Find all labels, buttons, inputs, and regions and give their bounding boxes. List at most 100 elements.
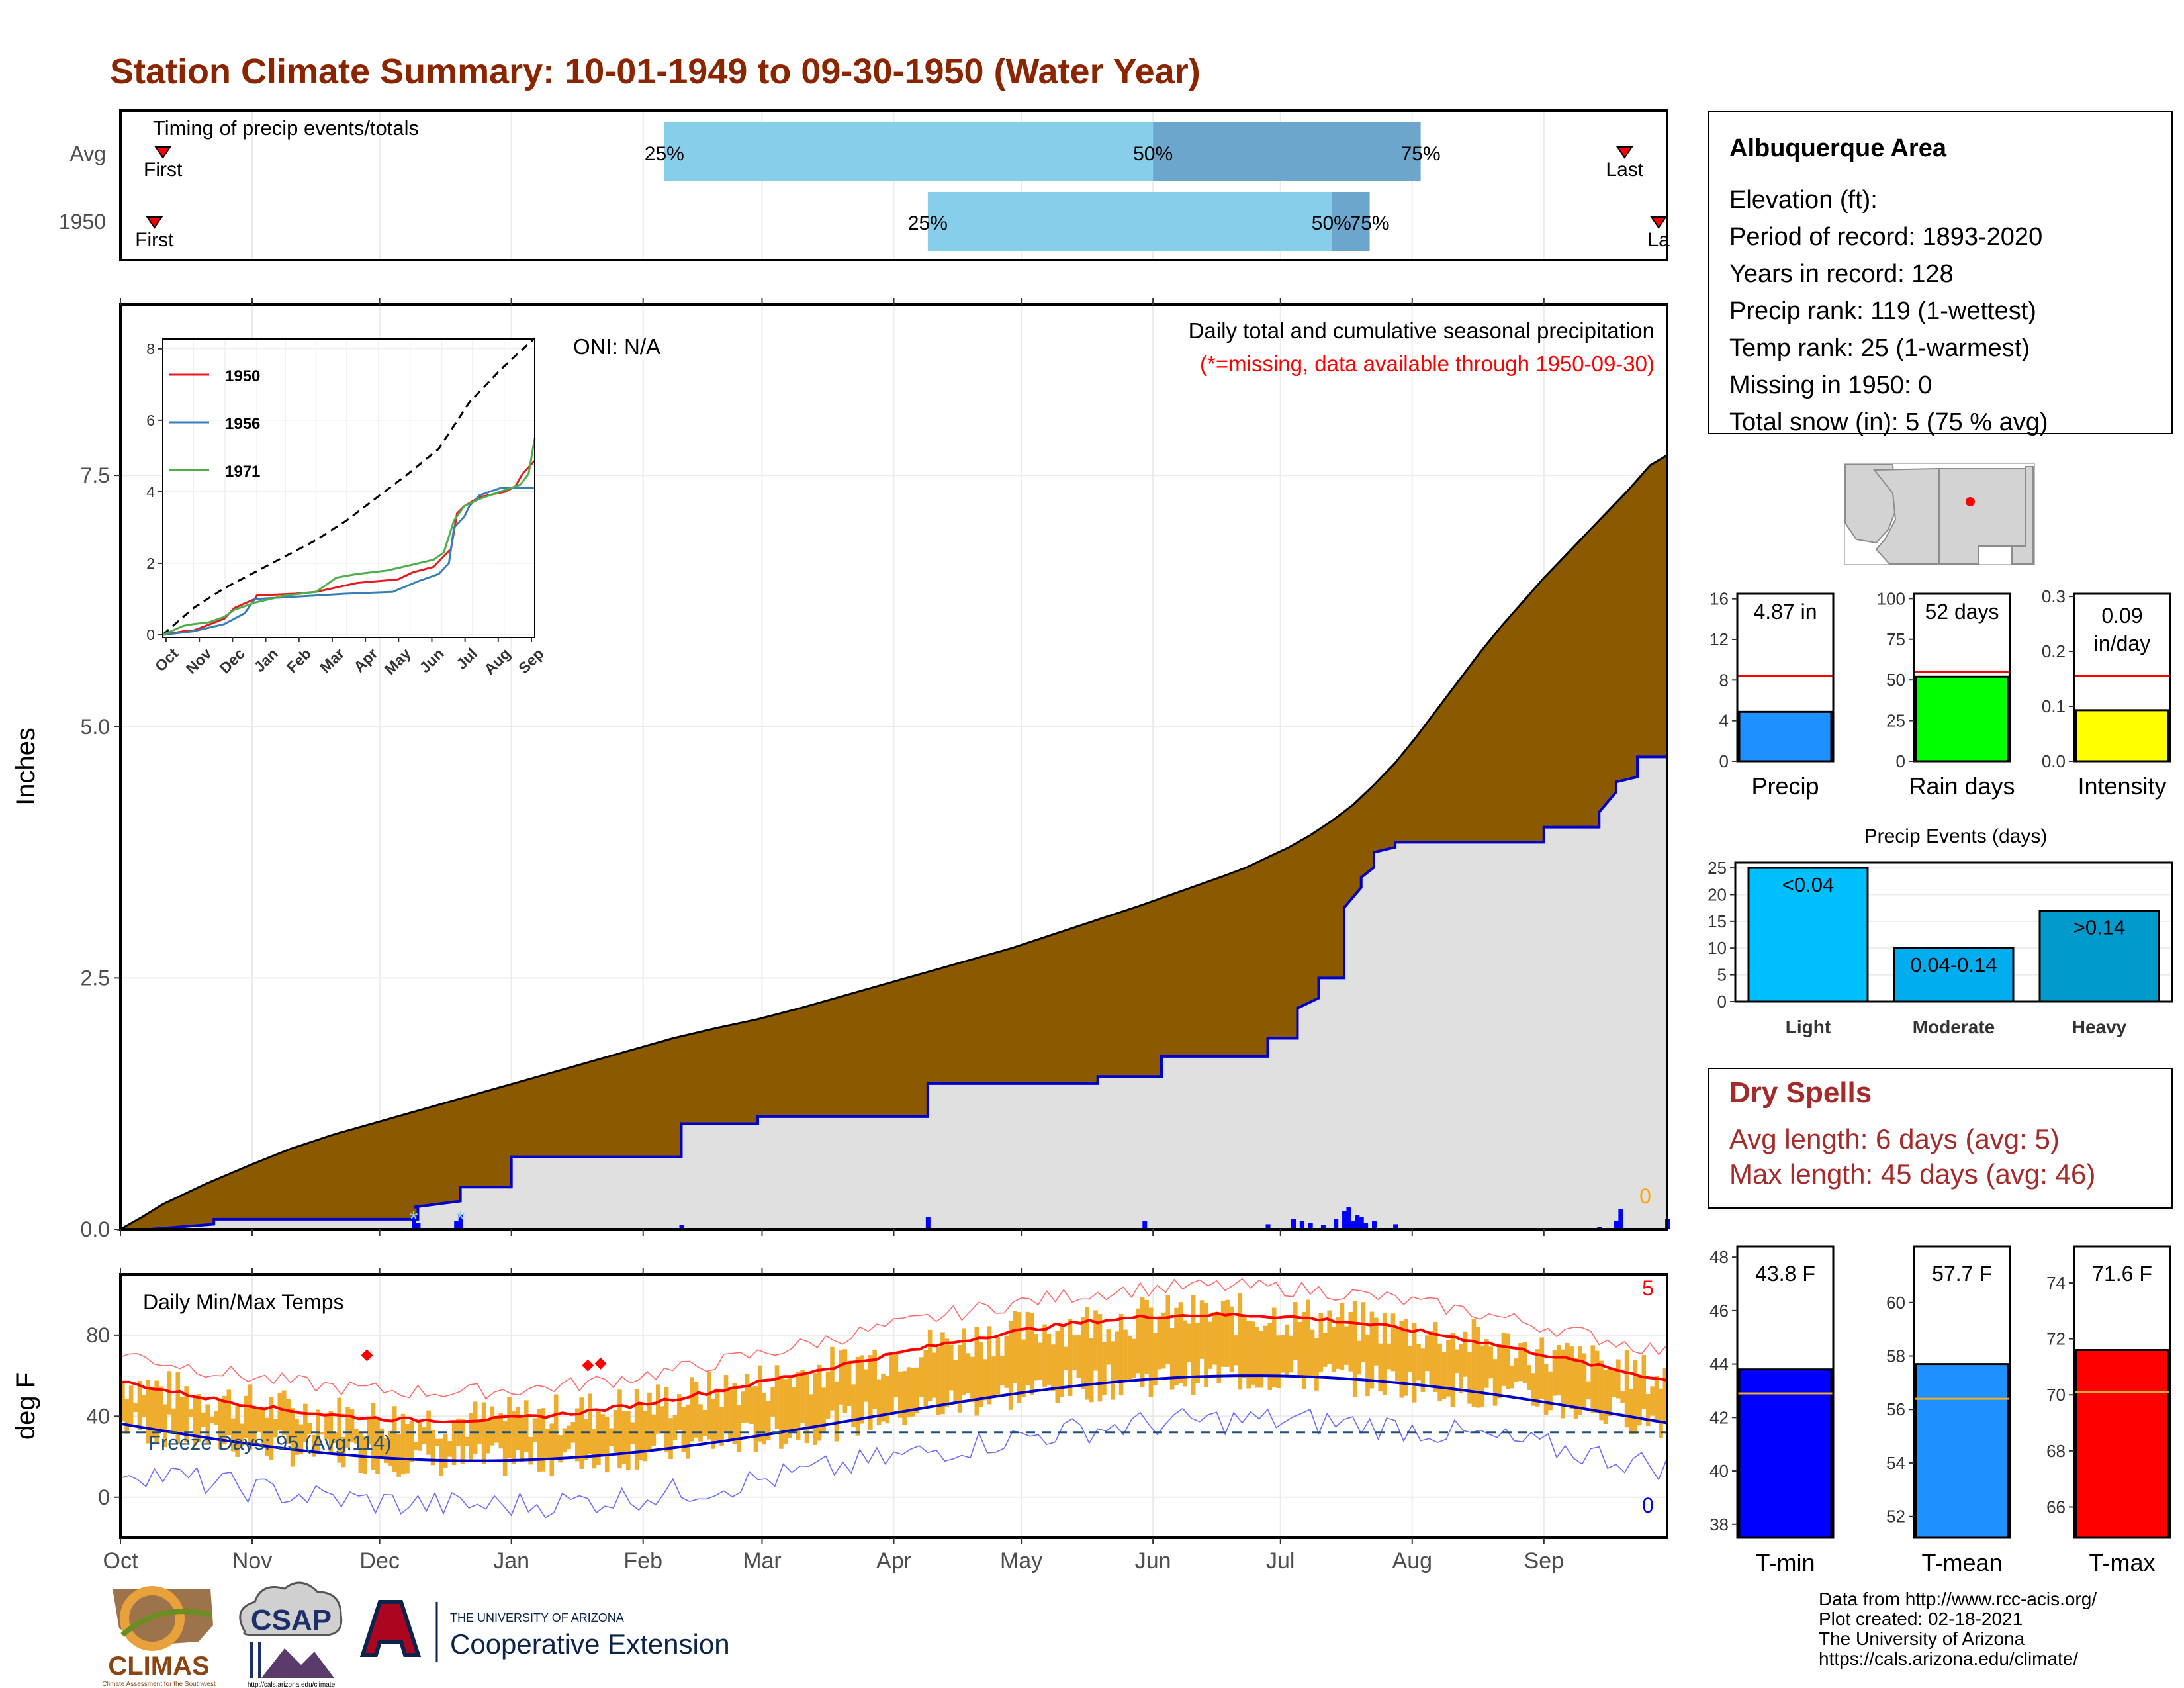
temp-day-bar [770, 1387, 775, 1417]
inset-xtick-label-7: May [381, 645, 414, 678]
locator-map [1844, 463, 2035, 565]
temp-day-bar [1021, 1339, 1026, 1397]
legend-label-1956: 1956 [225, 415, 260, 433]
temp-day-bar [864, 1369, 869, 1402]
inset-xtick-label-8: Jun [416, 645, 447, 676]
events-category-2: Heavy [2072, 1017, 2127, 1037]
tmin-value-bar [1738, 1368, 1833, 1539]
temp-day-bar [1267, 1323, 1273, 1390]
inset-frame [162, 338, 535, 638]
daily-precip-bar [1359, 1217, 1364, 1229]
temp-day-bar [1450, 1332, 1455, 1407]
legend-label-1971: 1971 [225, 463, 260, 481]
temp-day-bar [337, 1397, 342, 1463]
timing-last-marker-0 [1615, 146, 1633, 159]
max-count-label: 5 [1642, 1276, 1654, 1300]
temp-day-bar [1340, 1303, 1345, 1370]
month-label-2: Dec [359, 1548, 399, 1573]
temp-day-bar [860, 1355, 864, 1424]
daily-precip-bar [1334, 1219, 1339, 1229]
temp-day-bar [418, 1422, 423, 1451]
temp-day-bar [545, 1429, 550, 1458]
temp-day-bar [142, 1395, 146, 1417]
temp-day-bar [1425, 1335, 1430, 1372]
tmax-value-bar [2075, 1349, 2169, 1539]
temp-day-bar [834, 1381, 839, 1442]
climas-swoosh-icon [120, 1609, 212, 1637]
temp-day-bar [549, 1423, 555, 1477]
temp-day-bar [473, 1401, 478, 1454]
temp-day-bar [1297, 1321, 1302, 1377]
temp-day-bar [1318, 1313, 1324, 1372]
temp-day-bar [1659, 1388, 1663, 1438]
temp-day-bar [1441, 1352, 1447, 1399]
temp-day-bar [774, 1365, 780, 1429]
precip-panel: * * 0.02.55.07.5 Inches Daily total and c… [11, 298, 1670, 1241]
temp-day-bar [1522, 1342, 1527, 1383]
temp-day-bar [1561, 1349, 1566, 1419]
temp-day-bar [171, 1408, 176, 1434]
temp-day-bar [1557, 1344, 1561, 1396]
temp-day-bar [1629, 1389, 1633, 1434]
observed-cumulative-line [120, 739, 1668, 1231]
temp-day-bar [830, 1346, 835, 1411]
temp-day-bar [600, 1414, 606, 1456]
inset-xtick-label-5: Mar [316, 645, 347, 676]
map-texas-shape [2011, 466, 2034, 565]
credit-line-data: Data from http://www.rcc-acis.org/ [1819, 1589, 2097, 1609]
temp-day-bar [804, 1373, 809, 1444]
temp-day-bar [715, 1388, 720, 1440]
temp-day-bar [1527, 1365, 1531, 1391]
timing-bar-50-75-0 [1153, 122, 1421, 181]
station-period: Period of record: 1893-2020 [1729, 223, 2042, 251]
temp-day-bar [400, 1413, 406, 1474]
temp-day-bar [1518, 1343, 1523, 1382]
temp-day-bar [779, 1376, 784, 1449]
temp-day-bar [1187, 1323, 1192, 1362]
temp-day-bar [948, 1344, 954, 1391]
dry-spells-title: Dry Spells [1729, 1076, 1872, 1109]
temp-day-bar [154, 1380, 159, 1442]
temp-day-bar [1352, 1301, 1357, 1397]
temp-day-bar [541, 1408, 546, 1472]
events-bar-label-2: >0.14 [2073, 916, 2125, 939]
tmax-ytick-label-3: 72 [2046, 1329, 2066, 1349]
temp-day-bar [1076, 1335, 1081, 1378]
temp-day-bar [193, 1397, 197, 1446]
dry-spells-frame [1708, 1068, 2173, 1209]
events-frame [1734, 861, 2173, 1003]
temp-day-bar [562, 1428, 567, 1453]
temp-day-bar [235, 1405, 240, 1457]
temp-day-bar [1017, 1312, 1022, 1403]
temp-day-bar [443, 1434, 448, 1468]
temp-day-bar [1123, 1329, 1128, 1383]
temp-day-bar [1038, 1342, 1043, 1380]
temp-day-bar [1578, 1346, 1582, 1415]
temp-y-axis-label: deg F [11, 1372, 40, 1440]
climas-sun-icon [120, 1586, 185, 1651]
timing-panel: Timing of precip events/totals Avg 1950 … [59, 109, 1670, 261]
temp-day-bar [311, 1434, 316, 1457]
events-title: Precip Events (days) [1864, 825, 2048, 847]
temp-day-bar [1650, 1386, 1655, 1416]
rain-days-ytick-label-3: 75 [1886, 630, 1905, 649]
precip-ytick-label-1: 2.5 [81, 966, 110, 990]
timing-bar-25-50-0 [664, 122, 1154, 181]
temp-day-bar [239, 1423, 244, 1446]
temp-day-bar [205, 1404, 210, 1443]
temp-day-bar [1161, 1312, 1166, 1369]
temp-day-bar [1594, 1350, 1600, 1414]
tmean-value-bar [1915, 1363, 2009, 1539]
temp-day-bar [1395, 1329, 1400, 1382]
temp-day-bar [1285, 1324, 1289, 1376]
temp-day-bar [511, 1411, 516, 1464]
temp-day-bar [498, 1413, 504, 1449]
precip-events-panel: Precip Events (days) <0.04 Light 0.04-0.14… [1707, 825, 2173, 1037]
temp-day-bar [1055, 1331, 1060, 1403]
temp-day-bar [1497, 1344, 1502, 1399]
temp-day-bar [583, 1419, 588, 1460]
temp-day-bar [1115, 1331, 1119, 1380]
inset-ytick-label-2: 4 [146, 483, 155, 500]
inset-xtick-label-4: Feb [283, 645, 314, 676]
temp-day-bar [825, 1371, 831, 1419]
